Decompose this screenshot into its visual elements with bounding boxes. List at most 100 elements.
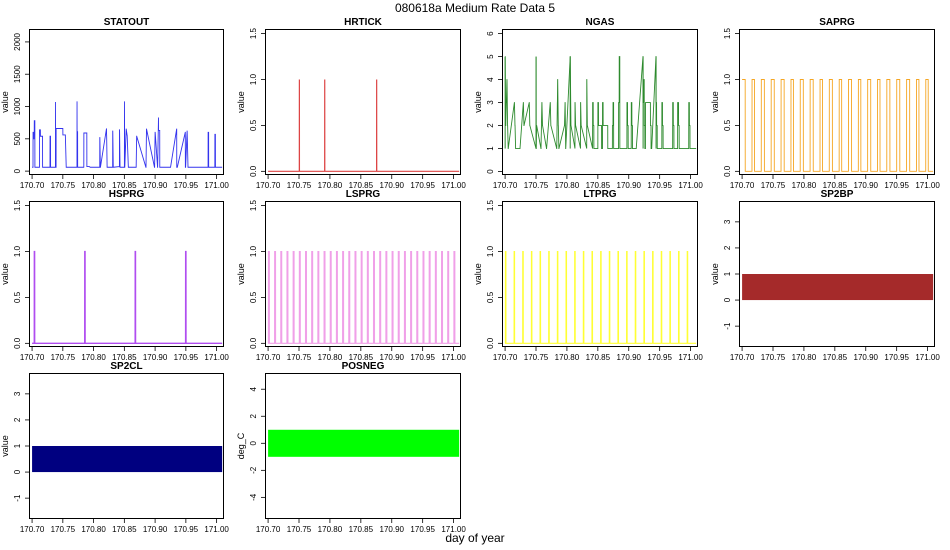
x-tick-label-lsprg: 170.80 <box>318 353 343 362</box>
x-tick-label-posneg: 170.90 <box>380 525 405 534</box>
x-tick-label-hsprg: 170.90 <box>143 353 168 362</box>
x-tick-label-statout: 170.70 <box>20 181 45 190</box>
y-tick-label-posneg: -2 <box>249 466 258 474</box>
x-tick-label-saprg: 170.70 <box>730 181 755 190</box>
y-tick-label-sp2cl: 2 <box>13 417 22 422</box>
x-tick-label-hsprg: 170.80 <box>81 353 106 362</box>
x-tick-label-lsprg: 170.95 <box>410 353 435 362</box>
x-tick-label-lsprg: 170.90 <box>380 353 405 362</box>
plot-frame-sp2cl <box>29 373 224 519</box>
y-axis-label-sp2bp: value <box>710 263 720 285</box>
series-line-hsprg <box>32 250 223 344</box>
x-tick-label-hsprg: 170.85 <box>112 353 137 362</box>
x-tick-label-statout: 170.80 <box>81 181 106 190</box>
y-axis-label-hrtick: value <box>236 91 246 113</box>
x-tick-label-lsprg: 170.75 <box>287 353 312 362</box>
panel-title-hrtick: HRTICK <box>344 17 383 28</box>
panel-posneg: POSNEG deg_C 170.70 170.75 170.80 170.85 170.9… <box>236 361 466 534</box>
x-tick-label-ngas: 170.85 <box>586 181 611 190</box>
x-tick-label-sp2cl: 171.00 <box>204 525 229 534</box>
series-line-statout <box>32 101 223 168</box>
y-tick-label-hrtick: 1.5 <box>249 27 258 39</box>
x-tick-label-posneg: 171.00 <box>441 525 466 534</box>
x-tick-label-ltprg: 170.80 <box>555 353 580 362</box>
panel-saprg: SAPRG value 170.70 170.75 170.80 170.85 170.90… <box>710 17 940 190</box>
y-tick-label-hrtick: 1.0 <box>249 73 258 85</box>
y-tick-label-ngas: 3 <box>486 100 495 105</box>
band-sp2bp <box>742 274 934 301</box>
x-tick-label-ngas: 170.70 <box>493 181 518 190</box>
x-tick-label-hsprg: 170.75 <box>51 353 76 362</box>
y-tick-label-statout: 500 <box>13 132 22 146</box>
x-tick-label-sp2cl: 170.85 <box>112 525 137 534</box>
y-tick-label-sp2bp: 2 <box>723 245 732 250</box>
y-tick-label-statout: 1500 <box>13 65 22 83</box>
y-axis-label-saprg: value <box>710 91 720 113</box>
panel-hsprg: HSPRG value 170.70 170.75 170.80 170.85 170.90… <box>0 189 229 362</box>
x-tick-label-ltprg: 170.85 <box>586 353 611 362</box>
x-tick-label-sp2bp: 170.75 <box>761 353 786 362</box>
panel-title-ngas: NGAS <box>586 17 615 28</box>
y-tick-label-sp2bp: 1 <box>723 271 732 276</box>
y-axis-label-sp2cl: value <box>0 435 10 457</box>
x-tick-label-sp2bp: 171.00 <box>915 353 940 362</box>
y-tick-label-sp2bp: 0 <box>723 297 732 302</box>
x-tick-label-sp2cl: 170.80 <box>81 525 106 534</box>
x-tick-label-posneg: 170.95 <box>410 525 435 534</box>
y-axis-label-statout: value <box>0 91 10 113</box>
y-tick-label-posneg: 0 <box>249 441 258 446</box>
y-tick-label-lsprg: 1.5 <box>249 199 258 211</box>
y-tick-label-hrtick: 0.0 <box>249 165 258 177</box>
y-tick-label-hsprg: 1.5 <box>13 199 22 211</box>
y-tick-label-hsprg: 0.5 <box>13 291 22 303</box>
band-posneg <box>268 429 460 457</box>
y-tick-label-saprg: 1.5 <box>723 27 732 39</box>
y-tick-label-statout: 0 <box>13 168 22 173</box>
x-tick-label-saprg: 170.85 <box>823 181 848 190</box>
x-tick-label-saprg: 170.75 <box>761 181 786 190</box>
x-tick-label-sp2bp: 170.90 <box>854 353 879 362</box>
y-tick-label-sp2cl: -1 <box>13 494 22 502</box>
x-tick-label-statout: 170.75 <box>51 181 76 190</box>
series-line-hrtick <box>268 79 460 172</box>
series-line-ngas <box>504 56 697 150</box>
y-tick-label-ngas: 2 <box>486 123 495 128</box>
y-axis-label-ngas: value <box>473 91 483 113</box>
panel-title-saprg: SAPRG <box>819 17 855 28</box>
y-tick-label-lsprg: 0.5 <box>249 291 258 303</box>
x-tick-label-saprg: 171.00 <box>915 181 940 190</box>
x-tick-label-posneg: 170.70 <box>256 525 281 534</box>
x-tick-label-sp2bp: 170.95 <box>884 353 909 362</box>
x-tick-label-sp2cl: 170.70 <box>20 525 45 534</box>
y-tick-label-statout: 2000 <box>13 32 22 50</box>
plot-frame-ngas <box>502 29 698 175</box>
y-tick-label-ltprg: 0.5 <box>486 291 495 303</box>
y-tick-label-sp2bp: 3 <box>723 219 732 224</box>
x-tick-label-sp2bp: 170.70 <box>730 353 755 362</box>
x-tick-label-hrtick: 170.85 <box>349 181 374 190</box>
panel-title-sp2cl: SP2CL <box>110 361 142 372</box>
y-tick-label-lsprg: 1.0 <box>249 245 258 257</box>
plot-frame-hsprg <box>29 201 224 347</box>
x-tick-label-ngas: 170.75 <box>524 181 549 190</box>
y-tick-label-ngas: 5 <box>486 54 495 59</box>
x-tick-label-posneg: 170.85 <box>349 525 374 534</box>
x-tick-label-statout: 171.00 <box>204 181 229 190</box>
x-tick-label-hrtick: 170.75 <box>287 181 312 190</box>
plot-frame-saprg <box>739 29 935 175</box>
x-tick-label-ltprg: 171.00 <box>678 353 703 362</box>
plot-frame-sp2bp <box>739 201 935 347</box>
x-tick-label-hsprg: 170.95 <box>174 353 199 362</box>
y-tick-label-sp2bp: -1 <box>723 322 732 330</box>
y-tick-label-ngas: 1 <box>486 146 495 151</box>
panel-sp2bp: SP2BP value 170.70 170.75 170.80 170.85 170.90… <box>710 189 940 362</box>
x-tick-label-statout: 170.95 <box>174 181 199 190</box>
y-tick-label-posneg: -4 <box>249 493 258 501</box>
x-tick-label-hrtick: 170.95 <box>410 181 435 190</box>
series-line-lsprg <box>267 250 460 344</box>
figure-title: 080618a Medium Rate Data 5 <box>394 1 556 15</box>
y-tick-label-hrtick: 0.5 <box>249 119 258 131</box>
x-tick-label-lsprg: 171.00 <box>441 353 466 362</box>
y-tick-label-ltprg: 1.5 <box>486 199 495 211</box>
plot-frame-posneg <box>265 373 461 519</box>
